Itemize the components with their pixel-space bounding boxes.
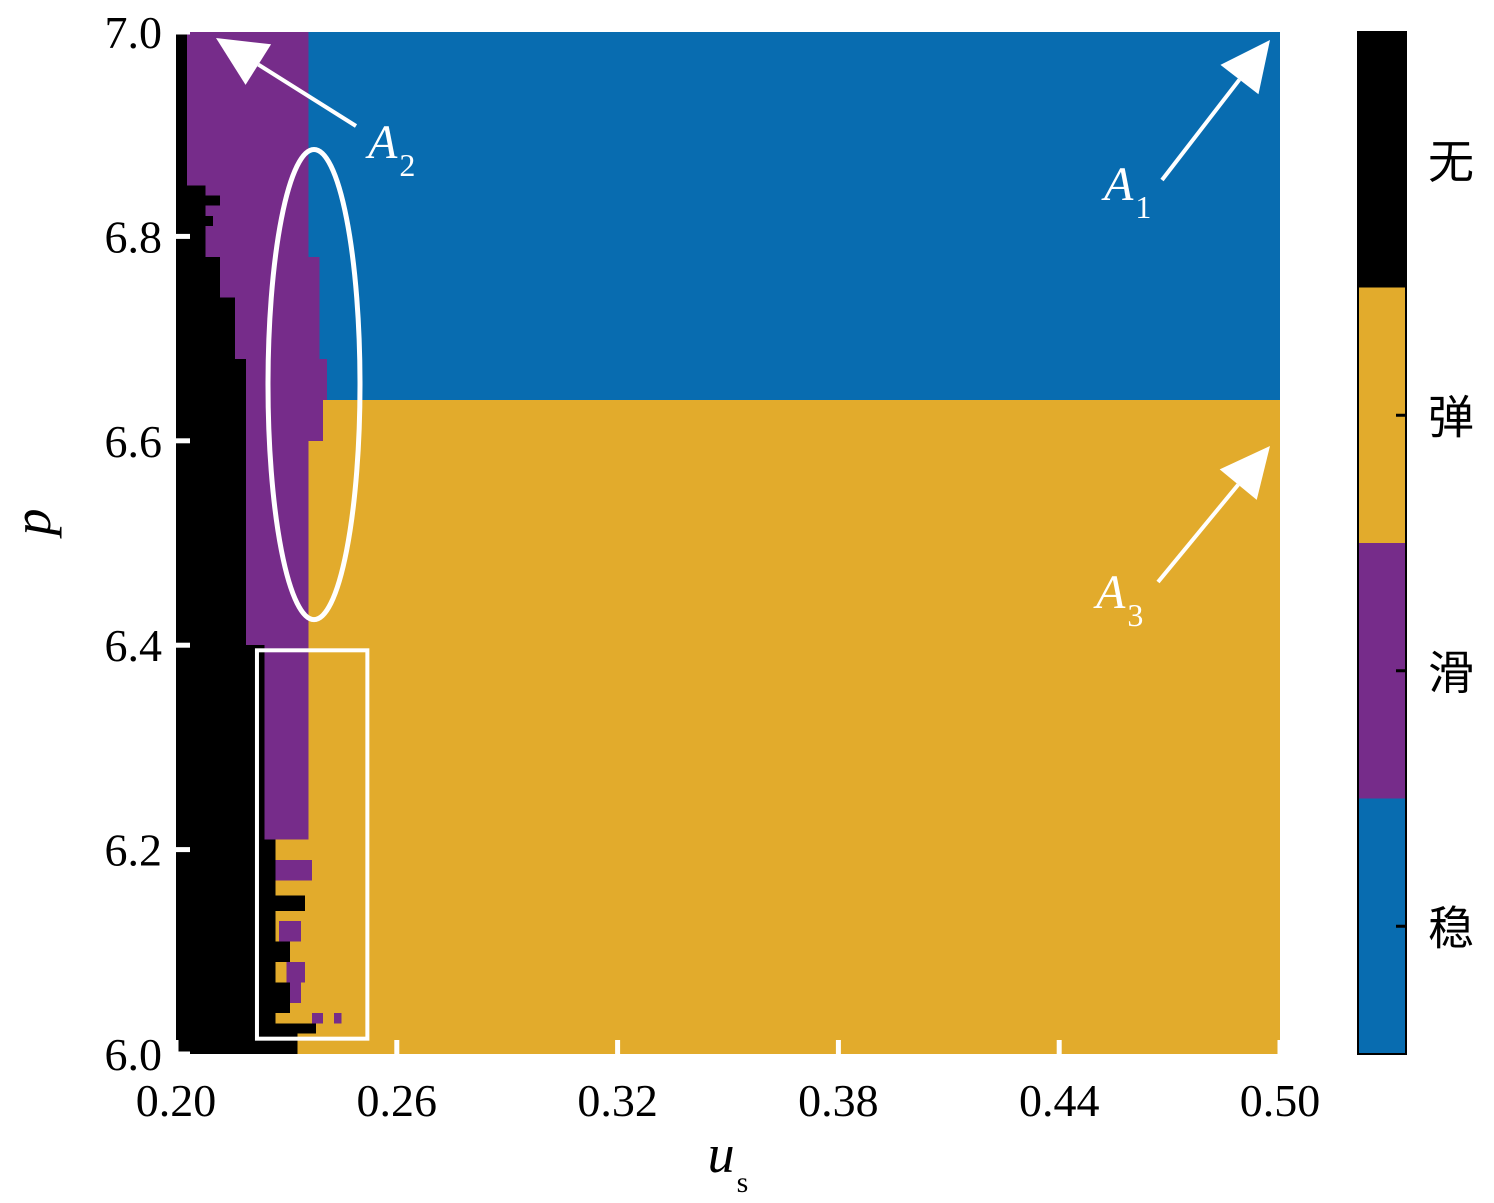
highlight-ellipse	[265, 147, 363, 623]
region-none	[275, 982, 291, 1014]
x-tick-label: 0.32	[577, 1075, 658, 1126]
annotation-label: A3	[1093, 566, 1143, 633]
colorbar-label-elastic: 弹	[1428, 390, 1474, 444]
annotation-label: A2	[365, 116, 415, 183]
colorbar-label-none: 无	[1428, 135, 1474, 189]
region-slide	[290, 982, 302, 1003]
region-none	[275, 941, 291, 963]
region-none	[198, 195, 221, 206]
x-tick-label: 0.26	[357, 1075, 438, 1126]
annotation-label-sub: 3	[1127, 597, 1143, 633]
x-axis-label-sub: s	[737, 1166, 749, 1199]
annotation-arrow-shaft	[257, 62, 358, 128]
highlight-rectangle	[254, 648, 370, 1041]
y-tick-label: 6.2	[105, 825, 163, 876]
region-none	[220, 297, 235, 1054]
region-slide	[205, 185, 309, 257]
region-none	[234, 359, 246, 1054]
annotation-arrow-shaft	[1160, 78, 1242, 182]
annotation-arrow-shaft	[1156, 483, 1240, 584]
x-tick-label: 0.50	[1240, 1075, 1321, 1126]
y-tick-label: 7.0	[105, 7, 163, 58]
colorbar-frame	[1357, 31, 1407, 1055]
x-tick-label: 0.20	[136, 1075, 217, 1126]
region-none	[275, 1033, 298, 1054]
y-tick-label: 6.6	[105, 416, 163, 467]
annotation-arrow-head	[216, 38, 272, 85]
region-slide	[275, 859, 313, 881]
region-slide	[245, 399, 324, 441]
region-slide	[286, 962, 305, 983]
x-tick-label: 0.44	[1019, 1075, 1100, 1126]
region-none	[275, 1023, 316, 1034]
region-slide	[245, 440, 309, 646]
region-stable	[308, 32, 1280, 400]
y-axis-label: p	[2, 509, 62, 540]
region-none	[205, 256, 221, 1054]
annotation-label: A1	[1101, 158, 1151, 225]
annotation-label-sub: 1	[1135, 189, 1151, 225]
region-slide	[234, 297, 320, 360]
region-none	[264, 839, 276, 1054]
region-slide	[279, 921, 302, 942]
region-layer	[176, 32, 1280, 1054]
y-tick-label: 6.8	[105, 211, 163, 262]
region-slide	[312, 1013, 324, 1024]
region-none	[187, 185, 206, 1054]
annotation-label-sub: 2	[399, 147, 415, 183]
region-none	[201, 215, 213, 227]
x-axis-label-main: u	[708, 1124, 735, 1184]
colorbar-label-stable: 稳	[1428, 901, 1474, 955]
y-tick-label: 6.0	[105, 1029, 163, 1080]
region-slide	[264, 645, 309, 840]
annotation-label-main: A	[1093, 566, 1126, 619]
colorbar-label-slide: 滑	[1428, 646, 1474, 700]
x-axis-label: us	[708, 1124, 749, 1199]
annotation-arrow-head	[1220, 40, 1270, 95]
region-none	[275, 895, 305, 911]
x-tick-label: 0.38	[798, 1075, 879, 1126]
region-slide	[245, 359, 327, 400]
region-none	[176, 32, 188, 1054]
plot-area	[176, 32, 1280, 1054]
axes: 0.20 0.26 0.32 0.38 0.44 0.50 6.0 6.2 6.4 6.6 6.8 7…	[2, 7, 1320, 1199]
annotation-label-main: A	[1101, 158, 1134, 211]
annotation-arrow-head	[1219, 446, 1270, 500]
annotation-label-main: A	[365, 116, 398, 169]
region-slide	[334, 1013, 342, 1024]
highlight-layer	[254, 147, 370, 1041]
y-tick-label: 6.4	[105, 620, 163, 671]
